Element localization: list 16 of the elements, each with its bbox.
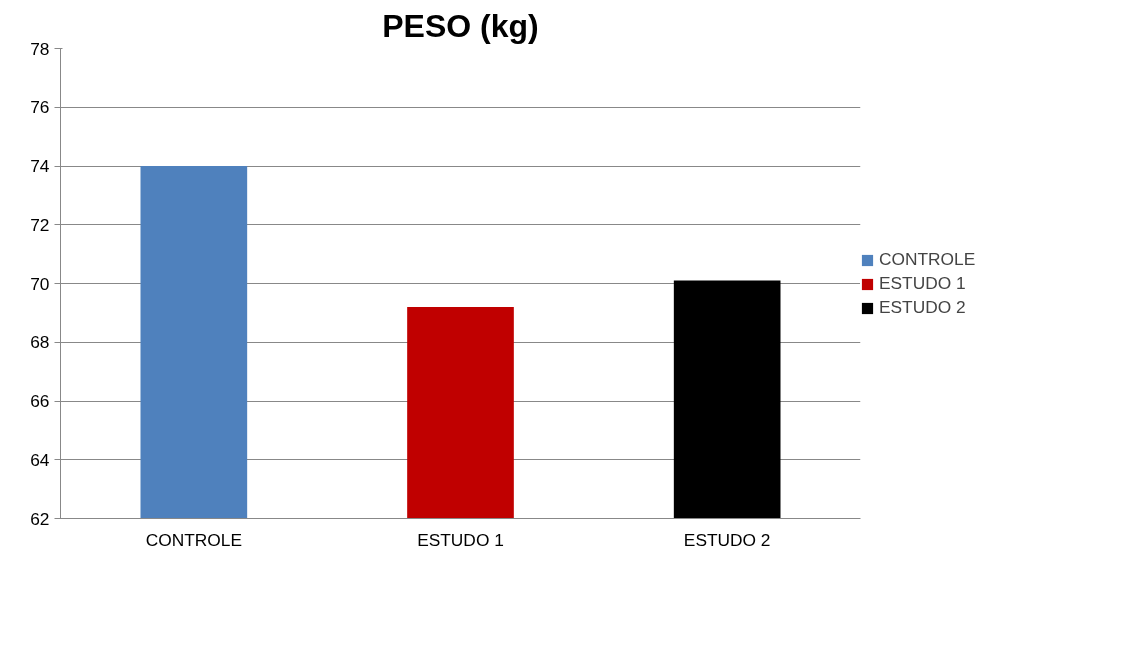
x-tick-label: ESTUDO 1	[417, 529, 504, 550]
legend-label: ESTUDO 2	[879, 297, 966, 318]
chart-title: PESO (kg)	[382, 7, 539, 44]
y-tick-label: 74	[30, 156, 50, 176]
legend-label: ESTUDO 1	[879, 273, 966, 294]
y-tick-label: 68	[30, 332, 50, 353]
y-tick-label: 72	[30, 214, 50, 235]
y-tick-label: 78	[30, 38, 50, 59]
y-tick-label: 66	[30, 391, 50, 411]
x-tick-label: ESTUDO 2	[683, 529, 771, 550]
y-tick-label: 64	[30, 449, 50, 470]
y-tick-label: 62	[30, 508, 50, 529]
y-tick-label: 76	[30, 97, 50, 118]
y-tick-label: 70	[30, 273, 50, 294]
x-tick-label: CONTROLE	[145, 529, 242, 550]
legend-label: CONTROLE	[879, 249, 976, 270]
